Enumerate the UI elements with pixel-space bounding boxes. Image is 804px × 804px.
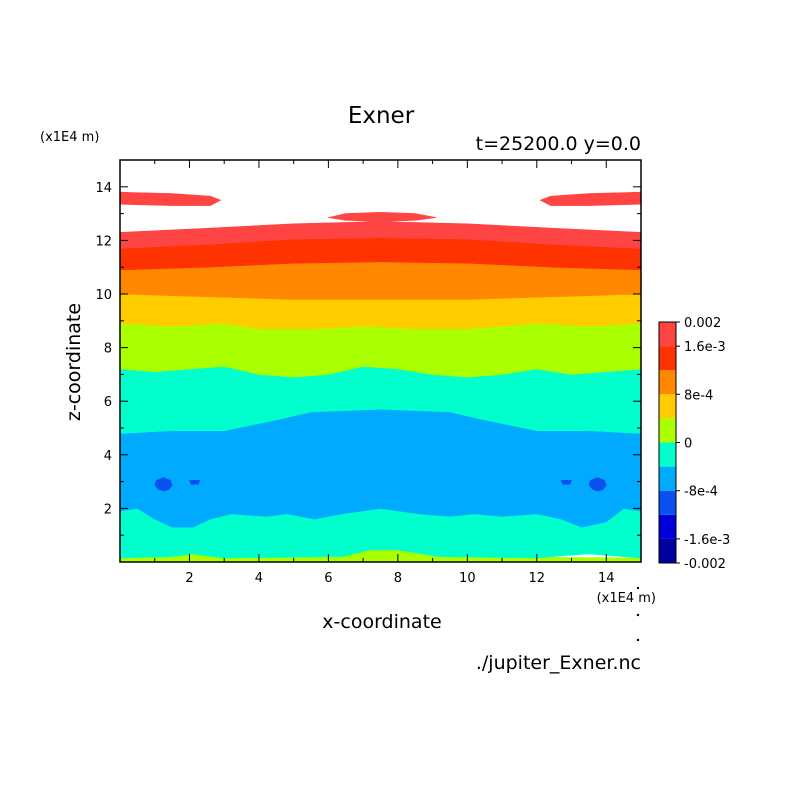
blob-blue-small-left xyxy=(189,479,201,485)
blob-blue-right xyxy=(588,477,607,492)
x-tick-label: 14 xyxy=(598,571,615,586)
colorbar-tick-label: -0.002 xyxy=(684,557,726,572)
colorbar: 0.002 1.6e-3 8e-4 0 -8e-4 -1.6e-3 -0.002 xyxy=(658,316,730,572)
chart-title: Exner xyxy=(348,103,415,129)
y-tick-label: 4 xyxy=(104,449,112,464)
colorbar-segment xyxy=(659,538,676,563)
x-tick-label: 2 xyxy=(185,571,193,586)
blob-red-left xyxy=(119,191,222,206)
colorbar-segment xyxy=(659,418,676,443)
source-filename: ./jupiter_Exner.nc xyxy=(476,652,641,674)
x-tick-label: 12 xyxy=(529,571,546,586)
contour-bands xyxy=(119,191,642,563)
y-tick-label: 10 xyxy=(95,288,112,303)
blob-red-right xyxy=(539,191,642,206)
plot-frame xyxy=(119,159,642,563)
colorbar-segment xyxy=(659,346,676,371)
y-axis-ticks: 2 4 6 8 10 12 14 xyxy=(95,181,641,536)
colorbar-segment xyxy=(659,322,676,347)
x-tick-label: 8 xyxy=(394,571,402,586)
y-tick-label: 6 xyxy=(104,395,112,410)
colorbar-segment xyxy=(659,370,676,395)
blob-red-center xyxy=(328,211,437,222)
x-tick-label: 6 xyxy=(324,571,332,586)
colorbar-tick-label: 8e-4 xyxy=(684,388,713,403)
colorbar-tick-label: 0.002 xyxy=(684,316,721,331)
x-tick-label: 4 xyxy=(255,571,263,586)
chart-subtitle: t=25200.0 y=0.0 xyxy=(476,133,641,155)
y-tick-label: 8 xyxy=(104,342,112,357)
x-axis-unit: (x1E4 m) xyxy=(597,591,656,606)
x-tick-label: 10 xyxy=(459,571,476,586)
blob-blue-small-right xyxy=(560,479,572,485)
y-tick-label: 12 xyxy=(95,234,112,249)
marker-dot xyxy=(636,586,640,590)
colorbar-tick-label: 0 xyxy=(684,437,692,452)
x-axis-ticks: 2 4 6 8 10 12 14 xyxy=(154,160,615,586)
colorbar-segment xyxy=(659,490,676,515)
y-tick-label: 14 xyxy=(95,181,112,196)
y-axis-unit: (x1E4 m) xyxy=(40,130,99,145)
colorbar-tick-label: 1.6e-3 xyxy=(684,340,726,355)
colorbar-tick-label: -8e-4 xyxy=(684,485,718,500)
marker-dot xyxy=(636,638,640,642)
y-tick-label: 2 xyxy=(104,502,112,517)
y-axis-label: z-coordinate xyxy=(63,303,85,421)
x-axis-label: x-coordinate xyxy=(322,611,441,633)
marker-dot xyxy=(636,613,640,617)
colorbar-tick-label: -1.6e-3 xyxy=(684,533,730,548)
blob-blue-left xyxy=(154,477,173,492)
colorbar-segment xyxy=(659,442,676,467)
colorbar-segment xyxy=(659,466,676,491)
colorbar-segment xyxy=(659,514,676,539)
colorbar-segment xyxy=(659,394,676,419)
